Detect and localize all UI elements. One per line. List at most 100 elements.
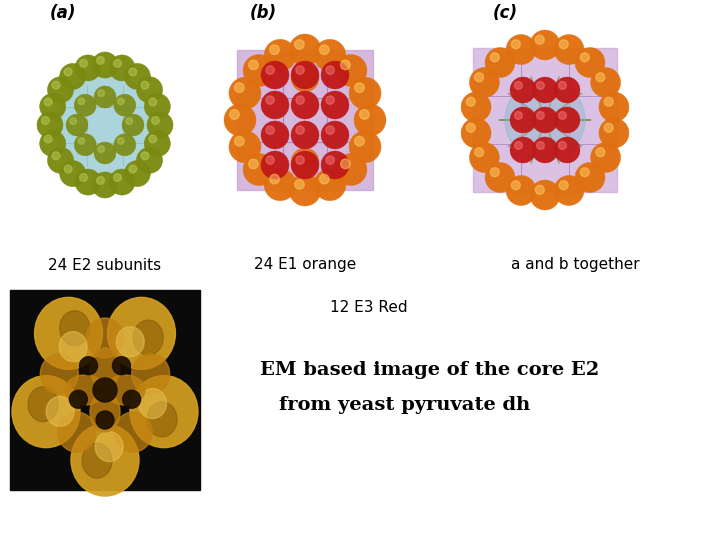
Circle shape (515, 112, 522, 119)
Circle shape (590, 143, 621, 172)
Ellipse shape (105, 375, 145, 405)
Circle shape (510, 77, 536, 103)
Circle shape (114, 94, 136, 116)
Circle shape (469, 68, 500, 98)
Circle shape (79, 174, 87, 181)
Ellipse shape (107, 298, 176, 369)
Ellipse shape (79, 357, 97, 375)
Circle shape (320, 45, 329, 55)
Circle shape (535, 185, 544, 194)
Circle shape (64, 68, 72, 76)
Circle shape (52, 152, 60, 160)
Circle shape (604, 123, 613, 132)
Ellipse shape (90, 392, 120, 432)
Circle shape (98, 146, 104, 152)
Ellipse shape (58, 412, 96, 452)
Circle shape (230, 110, 239, 119)
Circle shape (559, 112, 567, 119)
Circle shape (320, 174, 329, 184)
Circle shape (554, 35, 584, 64)
Ellipse shape (58, 75, 153, 175)
Circle shape (461, 118, 491, 148)
Circle shape (141, 82, 149, 89)
Circle shape (474, 73, 484, 82)
Text: EM based image of the core E2: EM based image of the core E2 (261, 361, 600, 379)
Circle shape (129, 165, 137, 173)
Circle shape (321, 151, 349, 179)
Circle shape (294, 39, 304, 49)
Circle shape (74, 94, 96, 116)
Circle shape (490, 53, 499, 62)
Circle shape (266, 126, 274, 134)
Circle shape (474, 148, 484, 157)
Circle shape (229, 131, 261, 163)
Ellipse shape (96, 411, 114, 429)
Circle shape (125, 160, 150, 186)
Circle shape (599, 92, 629, 122)
Circle shape (94, 142, 116, 164)
Circle shape (335, 55, 367, 86)
Circle shape (74, 134, 96, 156)
Circle shape (515, 141, 522, 150)
Circle shape (48, 77, 73, 103)
Circle shape (235, 83, 244, 92)
Circle shape (137, 77, 163, 103)
Ellipse shape (86, 318, 124, 358)
Circle shape (321, 91, 349, 119)
Circle shape (559, 141, 567, 150)
Circle shape (530, 30, 560, 60)
Ellipse shape (82, 443, 112, 478)
Ellipse shape (114, 412, 152, 452)
Circle shape (117, 138, 125, 144)
Circle shape (314, 168, 346, 201)
Circle shape (341, 60, 350, 70)
Circle shape (144, 93, 171, 119)
Circle shape (461, 92, 491, 122)
Circle shape (532, 137, 558, 163)
Circle shape (266, 156, 274, 164)
Circle shape (599, 118, 629, 148)
Circle shape (490, 168, 499, 177)
Circle shape (291, 148, 319, 176)
Ellipse shape (60, 310, 90, 346)
Circle shape (291, 151, 319, 179)
Circle shape (354, 104, 386, 136)
Circle shape (335, 153, 367, 186)
Circle shape (355, 137, 364, 146)
Circle shape (261, 61, 289, 89)
FancyBboxPatch shape (237, 50, 373, 190)
Circle shape (559, 82, 567, 89)
Circle shape (114, 59, 122, 68)
Circle shape (532, 107, 558, 133)
Circle shape (248, 60, 258, 70)
Circle shape (467, 123, 475, 132)
Circle shape (44, 98, 52, 106)
Circle shape (126, 118, 132, 124)
Circle shape (40, 93, 66, 119)
Circle shape (532, 77, 558, 103)
Ellipse shape (40, 354, 78, 394)
Circle shape (75, 169, 101, 195)
Circle shape (151, 117, 159, 124)
Circle shape (289, 34, 321, 66)
Ellipse shape (90, 348, 120, 388)
Circle shape (79, 59, 87, 68)
Circle shape (510, 107, 536, 133)
Circle shape (575, 48, 605, 78)
Circle shape (224, 104, 256, 136)
Ellipse shape (147, 402, 177, 437)
Circle shape (511, 181, 521, 190)
Circle shape (485, 48, 515, 78)
Circle shape (264, 39, 296, 71)
Ellipse shape (35, 298, 102, 369)
Circle shape (144, 131, 171, 157)
Circle shape (554, 77, 580, 103)
Circle shape (48, 147, 73, 173)
Circle shape (117, 98, 125, 105)
Circle shape (321, 121, 349, 149)
Ellipse shape (132, 354, 170, 394)
Circle shape (511, 40, 521, 49)
Circle shape (129, 68, 137, 76)
Circle shape (78, 138, 85, 144)
Circle shape (554, 107, 580, 133)
